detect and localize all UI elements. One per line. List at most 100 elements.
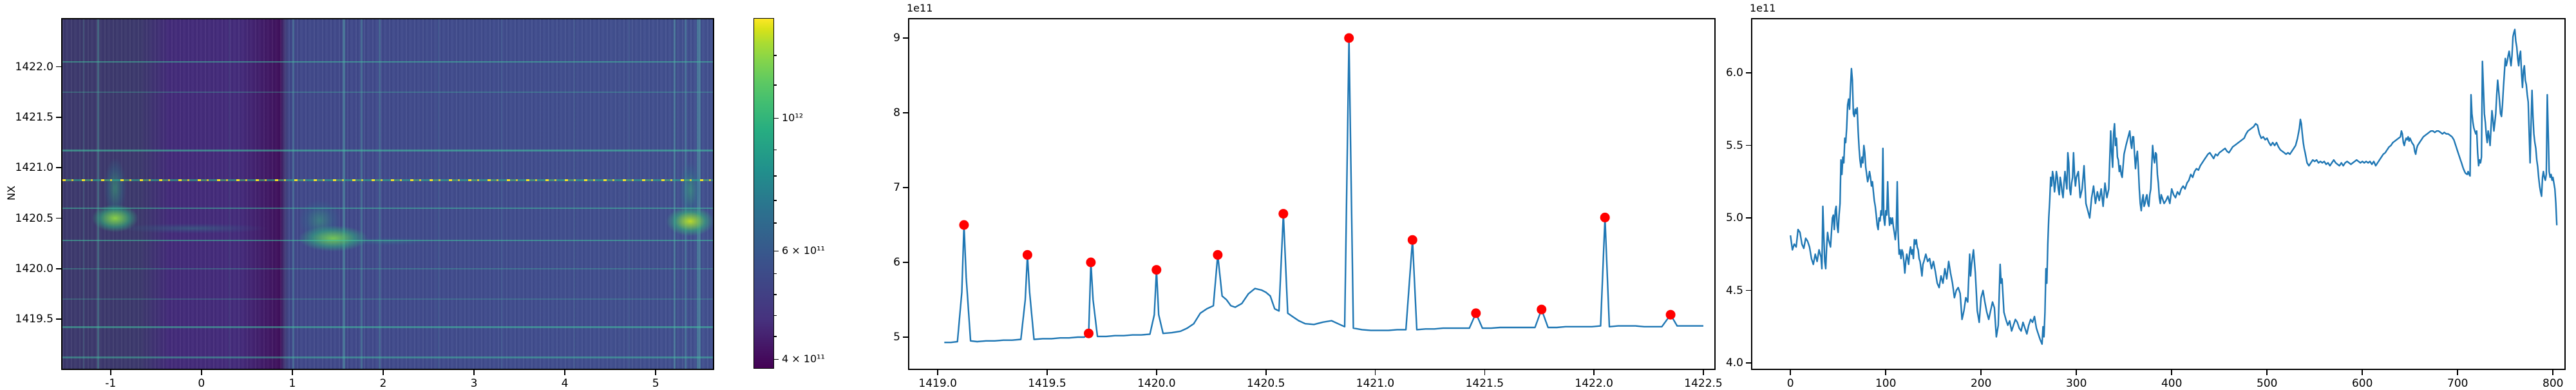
y-tick (1746, 217, 1751, 219)
peak-marker (1407, 235, 1417, 245)
colorbar-minor-tick (773, 222, 777, 224)
colorbar-minor-tick (773, 336, 777, 337)
y-tick-label: 1419.5 (15, 313, 53, 326)
x-tick (383, 370, 384, 375)
x-tick-label: 200 (1970, 377, 1992, 390)
x-tick (201, 370, 202, 375)
colorbar-minor-tick (773, 200, 777, 201)
colorbar-tick (773, 358, 779, 360)
heatmap-axes: -1 0 1 2 3 4 5 1422.0 1421.5 1421.0 1420.5 1420.0 14… (15, 18, 714, 390)
colorbar-minor-tick (773, 294, 777, 295)
y-tick (1746, 289, 1751, 291)
x-tick (1265, 370, 1267, 375)
x-tick-label: 1419.0 (918, 377, 957, 390)
timeseries-axes: 1e11 0 100 200 300 400 500 600 700 800 4.0 4.5 5.0 5… (1726, 2, 2566, 390)
x-tick (564, 370, 565, 375)
x-tick-label: 1420.0 (1137, 377, 1176, 390)
ax1-plot-canvas (944, 33, 1703, 344)
x-tick-label: 1420.5 (1246, 377, 1285, 390)
colorbar: 10¹² 6 × 10¹¹ 4 × 10¹¹ (753, 18, 825, 369)
x-tick (1593, 370, 1595, 375)
x-tick (1374, 370, 1376, 375)
colorbar-tick-label: 10¹² (782, 112, 804, 124)
y-tick-label: 7 (893, 181, 900, 195)
y-tick-label: 5.5 (1725, 139, 1743, 152)
x-tick-label: 0 (1786, 377, 1794, 390)
peak-marker (1344, 33, 1354, 43)
y-tick-label: 6.0 (1725, 66, 1743, 80)
y-tick-label: 4.5 (1725, 284, 1743, 297)
x-tick (1046, 370, 1048, 375)
peak-marker (1086, 257, 1096, 268)
peak-marker (1213, 249, 1223, 260)
peak-marker (1600, 212, 1610, 222)
x-tick (292, 370, 293, 375)
colorbar-tick-label: 4 × 10¹¹ (782, 353, 825, 366)
x-tick-label: 1421.5 (1465, 377, 1504, 390)
y-tick (903, 262, 908, 263)
x-tick-label: 500 (2256, 377, 2278, 390)
peak-marker (1278, 209, 1289, 219)
x-tick-label: 100 (1875, 377, 1897, 390)
x-tick-label: 800 (2543, 377, 2564, 390)
colorbar-tick (773, 250, 779, 252)
x-tick-label: 1422.5 (1684, 377, 1723, 390)
y-tick (56, 66, 61, 68)
x-tick (473, 370, 475, 375)
x-tick-label: 1 (289, 377, 296, 390)
peak-marker (1151, 265, 1162, 275)
y-tick-label: 9 (893, 32, 900, 44)
y-tick-label: 1421.5 (15, 110, 53, 124)
x-tick (2362, 370, 2363, 375)
x-tick-label: 0 (198, 377, 205, 390)
y-tick-label: 1421.0 (15, 161, 53, 175)
x-tick-label: 2 (379, 377, 387, 390)
y-tick-label: 5.0 (1725, 211, 1743, 225)
x-tick-label: 4 (561, 377, 569, 390)
colorbar-minor-tick (773, 315, 777, 317)
peak-marker (959, 220, 969, 230)
x-tick (2266, 370, 2268, 375)
y-tick (1746, 72, 1751, 74)
colorbar-tick-label: 6 × 10¹¹ (782, 244, 825, 257)
y-tick (56, 318, 61, 320)
x-tick (1703, 370, 1704, 375)
x-tick (937, 370, 939, 375)
y-tick (903, 187, 908, 188)
data-line (944, 37, 1703, 344)
x-tick (2076, 370, 2078, 375)
spectrum-axes: 1e11 1419.0 1419.5 1420.0 1420.5 1421.0 1421.… (893, 2, 1723, 390)
x-tick-label: 1422.0 (1575, 377, 1613, 390)
y-tick-label: 4.0 (1725, 356, 1743, 369)
x-tick (1790, 370, 1792, 375)
timeseries-offset-label: 1e11 (1750, 2, 1776, 14)
colorbar-minor-tick (773, 149, 777, 150)
x-tick-label: 3 (470, 377, 478, 390)
heatmap-ylabel: NX (5, 186, 17, 200)
y-tick-label: 6 (893, 256, 900, 269)
peak-marker (1665, 309, 1676, 320)
y-tick-label: 1420.0 (15, 262, 53, 275)
x-tick (1980, 370, 1982, 375)
x-tick (1156, 370, 1157, 375)
y-tick (903, 112, 908, 113)
peak-marker (1537, 304, 1547, 315)
y-tick (56, 117, 61, 118)
x-tick (655, 370, 657, 375)
y-tick (1746, 144, 1751, 146)
data-line (1790, 28, 2558, 345)
y-tick-label: 8 (893, 106, 900, 119)
ax2-plot-canvas (1790, 28, 2558, 345)
heatmap-image (62, 19, 713, 369)
x-tick-label: 400 (2161, 377, 2183, 390)
x-tick (1885, 370, 1887, 375)
x-tick (2552, 370, 2554, 375)
x-tick (2171, 370, 2173, 375)
colorbar-minor-tick (773, 84, 777, 86)
x-tick-label: -1 (105, 377, 117, 390)
x-tick-label: 5 (652, 377, 659, 390)
x-tick (2457, 370, 2459, 375)
colorbar-minor-tick (773, 273, 777, 275)
spectrum-offset-label: 1e11 (907, 2, 933, 14)
